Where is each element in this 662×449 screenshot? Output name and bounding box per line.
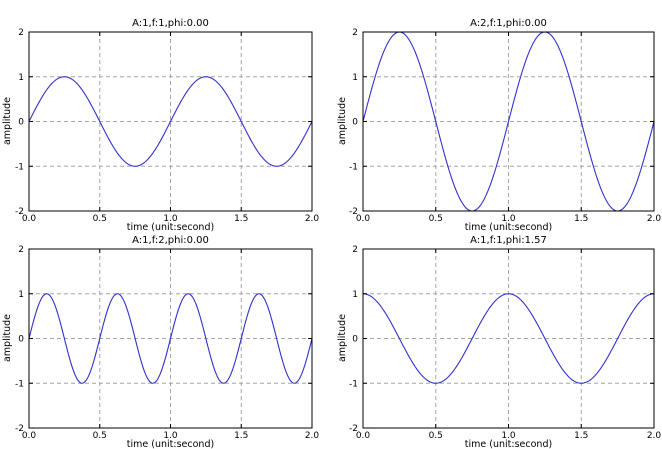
- x-tick-label: 2.0: [647, 431, 662, 441]
- subplot-3-xaxis-label: time (unit:second): [464, 439, 553, 449]
- subplot-2-title: A:1,f:2,phi:0.00: [132, 235, 209, 246]
- x-tick-label: 2.0: [305, 431, 320, 441]
- x-tick-label: 0.0: [356, 214, 371, 224]
- x-tick-label: 0.0: [22, 214, 37, 224]
- x-tick-label: 0.0: [22, 431, 37, 441]
- subplot-0-yaxis-label: amplitude: [2, 97, 13, 146]
- y-tick-label: 0: [352, 118, 358, 128]
- x-tick-label: 1.5: [574, 214, 588, 224]
- y-tick-label: -1: [15, 162, 24, 172]
- x-tick-label: 2.0: [647, 214, 662, 224]
- x-tick-label: 0.5: [93, 214, 107, 224]
- subplot-1-title: A:2,f:1,phi:0.00: [470, 18, 547, 29]
- subplot-1-yaxis-label: amplitude: [337, 97, 348, 146]
- x-tick-label: 1.5: [234, 214, 248, 224]
- subplot-2: 0.0 0.5 1.0 1.5 2.0 -2 -1 0 1 2: [15, 245, 319, 441]
- x-tick-label: 1.0: [501, 431, 516, 441]
- x-tick-label: 0.0: [356, 431, 371, 441]
- y-tick-label: 1: [352, 73, 358, 83]
- subplot-2-xaxis-label: time (unit:second): [126, 439, 215, 449]
- subplot-3-title: A:1,f:1,phi:1.57: [470, 235, 547, 246]
- subplot-0: 0.0 0.5 1.0 1.5 2.0 -2 -1 0 1 2: [15, 28, 319, 224]
- y-tick-label: -1: [349, 162, 358, 172]
- y-tick-label: -2: [15, 424, 24, 434]
- subplot-0-title: A:1,f:1,phi:0.00: [132, 18, 209, 29]
- y-tick-label: 2: [352, 28, 358, 38]
- subplot-3-yaxis-label: amplitude: [337, 314, 348, 363]
- y-tick-label: 1: [18, 73, 24, 83]
- y-tick-label: 0: [18, 335, 24, 345]
- sine-curve: [362, 293, 655, 384]
- subplot-2-yaxis-label: amplitude: [2, 314, 13, 363]
- y-tick-label: -2: [349, 424, 358, 434]
- x-tick-label: 1.5: [234, 431, 248, 441]
- y-tick-label: -1: [15, 379, 24, 389]
- subplot-0-xaxis-label: time (unit:second): [126, 222, 215, 233]
- x-tick-label: 0.5: [429, 214, 443, 224]
- sine-curve: [28, 76, 313, 167]
- sine-curve: [362, 31, 655, 212]
- x-tick-label: 0.5: [429, 431, 443, 441]
- y-tick-label: -1: [349, 379, 358, 389]
- subplot-1: 0.0 0.5 1.0 1.5 2.0 -2 -1 0 1 2: [349, 28, 661, 224]
- x-tick-label: 1.0: [163, 431, 178, 441]
- y-tick-label: 2: [18, 28, 24, 38]
- y-tick-label: 1: [18, 290, 24, 300]
- x-tick-label: 2.0: [305, 214, 320, 224]
- x-tick-label: 1.0: [501, 214, 516, 224]
- y-tick-label: 1: [352, 290, 358, 300]
- y-tick-label: 2: [18, 245, 24, 255]
- x-tick-label: 1.0: [163, 214, 178, 224]
- y-tick-label: 0: [18, 118, 24, 128]
- x-tick-label: 0.5: [93, 431, 107, 441]
- y-tick-label: 2: [352, 245, 358, 255]
- y-tick-label: -2: [15, 207, 24, 217]
- y-tick-label: 0: [352, 335, 358, 345]
- subplot-3: 0.0 0.5 1.0 1.5 2.0 -2 -1 0 1 2: [349, 245, 661, 441]
- x-tick-label: 1.5: [574, 431, 588, 441]
- subplot-1-xaxis-label: time (unit:second): [464, 222, 553, 233]
- y-tick-label: -2: [349, 207, 358, 217]
- sine-curve: [28, 293, 313, 384]
